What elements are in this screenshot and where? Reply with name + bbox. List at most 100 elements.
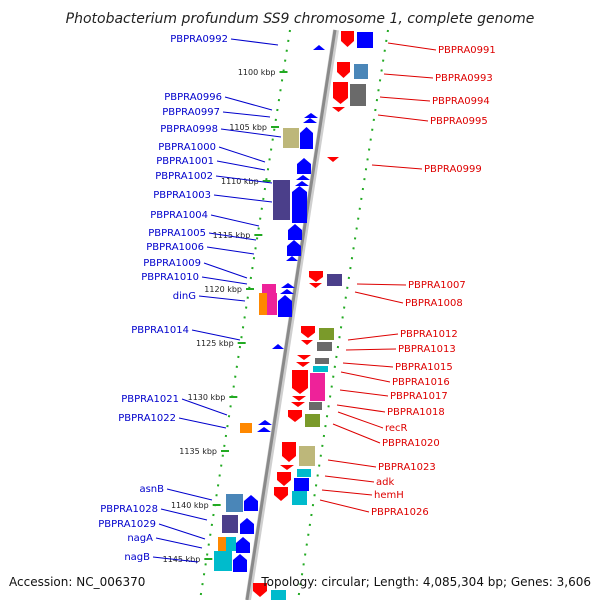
gene-feature-pbpra1018a [292,396,306,401]
cog-box-pbpra1012 [319,328,334,340]
gene-feature-pbpra1007 [309,271,323,282]
leader-pbpra1015 [342,362,394,368]
leader-ding [198,295,246,302]
cog-box-dinG-a [259,293,267,315]
cog-box-pbpra1022 [240,423,252,433]
gene-feature-pbpra1022 [257,427,271,432]
gene-label-asnb: asnB [139,484,164,495]
tick-layer: 1100 kbp 1105 kbp 1110 kbp 1115 kbp 1120 kbp… [163,68,288,564]
cog-box-pbpra1013 [317,342,332,351]
tick-label-1145-kbp: 1145 kbp [163,555,201,564]
gene-label-pbpra1008: PBPRA1008 [405,298,463,309]
gene-label-pbpra1014: PBPRA1014 [131,325,189,336]
tick-label-1105-kbp: 1105 kbp [229,123,267,132]
leader-pbpra1018 [336,404,386,413]
leader-pbpra1017 [339,389,389,397]
cog-box-pbpra1007 [327,274,342,286]
leader-pbpra0996 [224,96,273,111]
cog-box-dinG-b [267,293,277,315]
gene-feature-pbpra1006 [286,256,298,261]
gene-feature-dinG [278,295,292,317]
gene-feature-pbpra1004 [288,224,302,240]
gene-feature-pbpra1005 [287,240,301,256]
gene-feature-pbpra0991 [341,31,354,47]
gene-label-pbpra1026: PBPRA1026 [371,507,429,518]
leader-pbpra1009 [203,262,248,279]
cog-box-nagA [226,537,236,551]
leader-recr [337,411,384,429]
gene-label-ding: dinG [173,291,196,302]
leader-hemh [321,489,373,496]
gene-feature-pbpra1018b [291,402,305,407]
right-label-layer: PBPRA0991 PBPRA0993 PBPRA0994 PBPRA0995 PBPR… [319,42,496,518]
gene-label-pbpra0997: PBPRA0997 [162,107,220,118]
gene-label-recr: recR [385,423,408,434]
gene-feature-pbpra1013 [301,340,313,345]
cog-box-adk [297,469,311,477]
gene-label-pbpra1003: PBPRA1003 [153,190,211,201]
cog-box-pbpra0994 [350,84,366,106]
gene-feature-nagB [233,554,247,572]
leader-pbpra1005 [208,232,257,241]
gene-feature-pbpra0999 [327,157,339,162]
gene-feature-pbpra0998 [300,127,313,149]
tick-label-1110-kbp: 1110 kbp [221,177,259,186]
leader-pbpra0991 [387,42,437,51]
cog-box-pbpra1029 [218,537,226,551]
gene-label-pbpra1002: PBPRA1002 [155,171,213,182]
leader-pbpra1000 [218,146,266,163]
gene-feature-pbpra1028 [240,518,254,534]
gene-label-pbpra1022: PBPRA1022 [118,413,176,424]
gene-label-pbpra1007: PBPRA1007 [408,280,466,291]
gene-label-pbpra1001: PBPRA1001 [156,156,214,167]
gene-feature-pbpra0992 [313,45,325,50]
leader-pbpra1021 [181,398,228,416]
topology-text: Topology: circular; Length: 4,085,304 bp… [260,575,591,589]
cog-box-pbpra1016 [313,366,328,372]
gene-label-pbpra0998: PBPRA0998 [160,124,218,135]
gene-label-pbpra1023: PBPRA1023 [378,462,436,473]
leader-pbpra1001 [216,160,266,171]
gene-feature-pbpra1008 [309,283,322,288]
tick-label-1115-kbp: 1115 kbp [213,231,251,240]
leader-pbpra1023 [327,459,377,468]
leader-pbpra0993 [383,73,434,79]
cog-box-hemH [294,478,309,491]
gene-feature-pbpra0994 [333,82,348,104]
gene-feature-pbpra1012 [301,326,315,338]
left-label-layer: PBPRA0992 PBPRA0996 PBPRA0997 PBPRA0998 PBPR… [98,34,282,563]
tick-label-1140-kbp: 1140 kbp [171,501,209,510]
leader-pbpra0999 [371,164,423,170]
leader-pbpra0995 [377,114,429,122]
gene-label-hemh: hemH [374,490,404,501]
gene-label-pbpra1028: PBPRA1028 [100,504,158,515]
gene-feature-pbpra1015 [297,355,311,360]
tick-label-1135-kbp: 1135 kbp [179,447,217,456]
cog-box-pbpra1009 [262,284,276,294]
gene-label-pbpra0996: PBPRA0996 [164,92,222,103]
cog-box-pbpra1015 [315,358,329,364]
cog-box-pbpra1017 [310,373,325,401]
leader-pbpra1028 [160,508,208,521]
leader-pbpra1016 [340,371,391,383]
cog-box-pbpra0998 [283,128,299,148]
leader-pbpra1008 [354,291,404,304]
gene-feature-pbpra0995 [332,107,345,112]
gene-label-nagb: nagB [124,552,150,563]
gene-label-naga: nagA [127,533,153,544]
gene-label-pbpra0993: PBPRA0993 [435,73,493,84]
leader-pbpra1022 [178,417,227,429]
gene-label-pbpra1013: PBPRA1013 [398,344,456,355]
cog-box-pbpra0991 [357,32,373,48]
gene-feature-adk-a [280,465,294,470]
leader-pbpra1007 [356,283,407,286]
cog-box-pbpra1020 [305,414,320,427]
cog-box-pbpra1026 [292,491,307,505]
leader-pbpra1003 [213,194,273,203]
leader-pbpra0994 [379,96,431,102]
gene-label-pbpra1017: PBPRA1017 [390,391,448,402]
gene-feature-nagA [236,537,250,553]
gene-feature-pbpra1000 [297,158,311,174]
gene-label-pbpra1018: PBPRA1018 [387,407,445,418]
tick-label-1130-kbp: 1130 kbp [188,393,226,402]
